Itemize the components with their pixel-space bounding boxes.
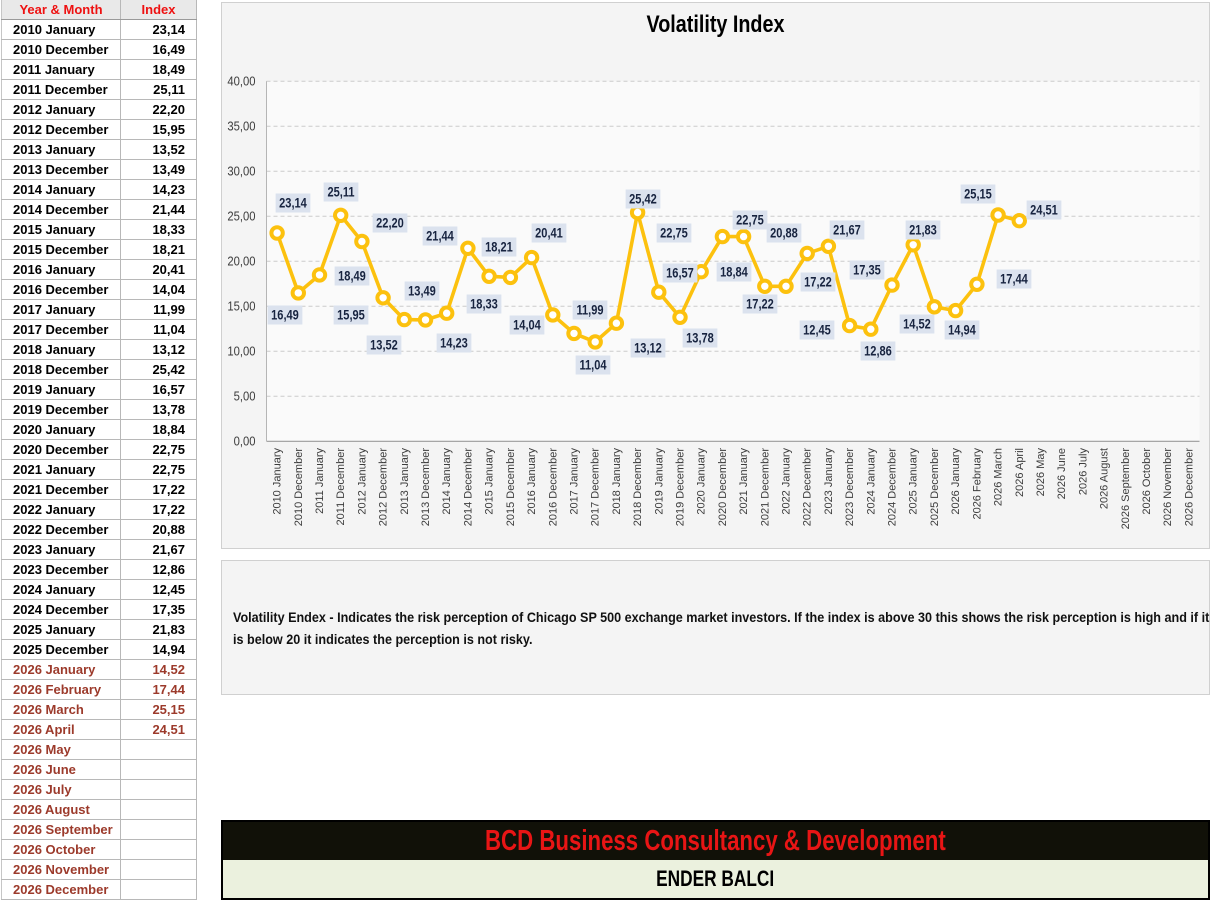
- svg-text:2026 November: 2026 November: [1162, 448, 1174, 527]
- svg-text:2023 January: 2023 January: [823, 448, 835, 515]
- svg-text:2026 July: 2026 July: [1077, 448, 1089, 496]
- svg-text:2021 December: 2021 December: [759, 448, 771, 527]
- svg-text:40,00: 40,00: [227, 74, 255, 89]
- svg-text:2026 January: 2026 January: [950, 448, 962, 515]
- svg-text:2017 January: 2017 January: [569, 448, 581, 515]
- svg-text:2026 May: 2026 May: [1035, 448, 1047, 497]
- svg-text:2020 January: 2020 January: [696, 448, 708, 515]
- svg-text:2020 December: 2020 December: [717, 448, 729, 527]
- svg-text:2026 April: 2026 April: [1014, 448, 1026, 497]
- svg-text:2026 September: 2026 September: [1120, 448, 1132, 530]
- svg-text:35,00: 35,00: [227, 119, 255, 134]
- svg-text:2016 January: 2016 January: [526, 448, 538, 515]
- svg-text:10,00: 10,00: [227, 344, 255, 359]
- svg-text:5,00: 5,00: [234, 389, 256, 404]
- svg-text:20,00: 20,00: [227, 254, 255, 269]
- svg-text:0,00: 0,00: [234, 434, 256, 449]
- svg-text:30,00: 30,00: [227, 164, 255, 179]
- svg-text:2014 January: 2014 January: [441, 448, 453, 515]
- svg-text:2010 December: 2010 December: [293, 448, 305, 527]
- svg-text:2011 December: 2011 December: [335, 448, 347, 526]
- svg-text:2023 December: 2023 December: [844, 448, 856, 527]
- svg-text:2026 June: 2026 June: [1056, 448, 1068, 499]
- svg-text:2010 January: 2010 January: [272, 448, 284, 515]
- svg-text:2026 October: 2026 October: [1141, 448, 1153, 515]
- svg-text:2011 January: 2011 January: [314, 448, 326, 514]
- svg-text:2024 December: 2024 December: [887, 448, 899, 527]
- svg-text:2013 December: 2013 December: [420, 448, 432, 527]
- svg-text:2026 December: 2026 December: [1183, 448, 1195, 527]
- svg-text:2022 December: 2022 December: [802, 448, 814, 527]
- svg-text:2026 March: 2026 March: [993, 448, 1005, 506]
- svg-text:2026 February: 2026 February: [971, 448, 983, 520]
- svg-text:2018 December: 2018 December: [632, 448, 644, 527]
- svg-text:2016 December: 2016 December: [547, 448, 559, 527]
- svg-text:2015 January: 2015 January: [484, 448, 496, 515]
- svg-text:2025 January: 2025 January: [908, 448, 920, 515]
- svg-text:2018 January: 2018 January: [611, 448, 623, 515]
- svg-text:2013 January: 2013 January: [399, 448, 411, 515]
- svg-text:2022 January: 2022 January: [781, 448, 793, 515]
- svg-text:25,00: 25,00: [227, 209, 255, 224]
- svg-text:15,00: 15,00: [227, 299, 255, 314]
- svg-text:2012 January: 2012 January: [356, 448, 368, 515]
- svg-text:2024 January: 2024 January: [865, 448, 877, 515]
- svg-text:2015 December: 2015 December: [505, 448, 517, 527]
- svg-text:2021 January: 2021 January: [738, 448, 750, 515]
- svg-text:2014 December: 2014 December: [462, 448, 474, 527]
- svg-text:2017 December: 2017 December: [590, 448, 602, 527]
- svg-text:2025 December: 2025 December: [929, 448, 941, 527]
- svg-text:2012 December: 2012 December: [378, 448, 390, 527]
- svg-text:2026 August: 2026 August: [1099, 448, 1111, 509]
- svg-text:2019 December: 2019 December: [675, 448, 687, 527]
- svg-text:2019 January: 2019 January: [653, 448, 665, 515]
